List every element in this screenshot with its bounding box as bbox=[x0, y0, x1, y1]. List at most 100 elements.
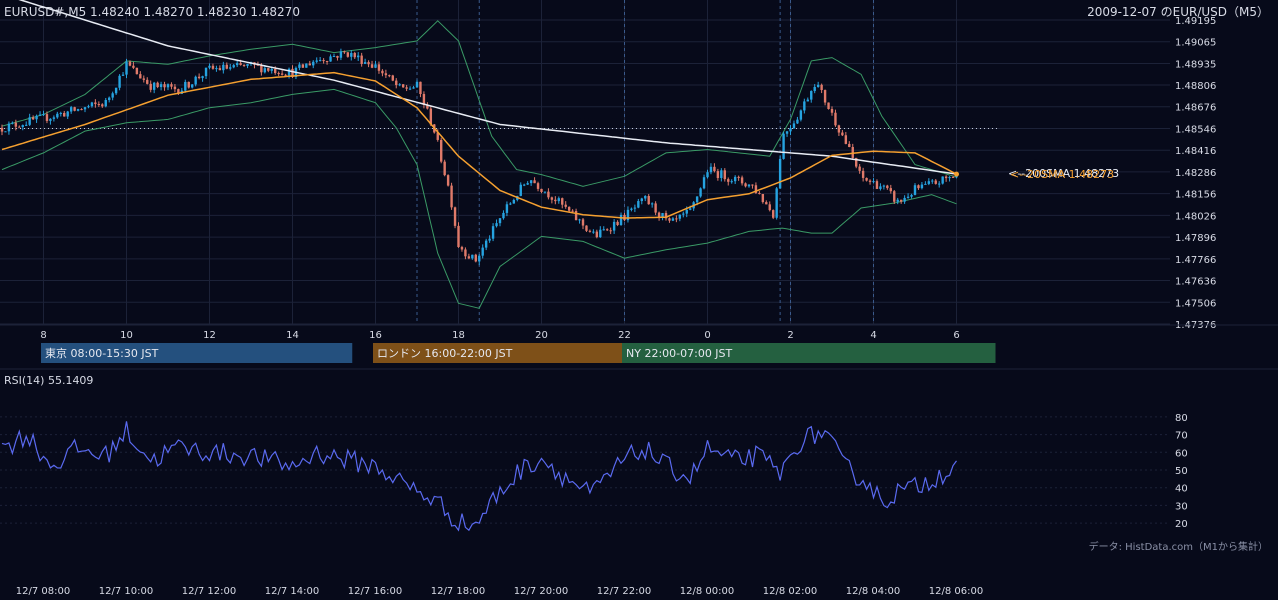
candle-up bbox=[948, 177, 951, 179]
candle-down bbox=[63, 112, 66, 117]
candle-down bbox=[944, 176, 948, 179]
time-tick-label: 12/7 12:00 bbox=[182, 586, 236, 597]
rsi-line bbox=[1, 421, 957, 532]
candle-up bbox=[709, 166, 713, 173]
candle-down bbox=[260, 65, 263, 73]
price-tick-label: 1.48156 bbox=[1175, 190, 1216, 201]
candle-down bbox=[177, 89, 180, 94]
candle-up bbox=[599, 229, 602, 238]
candle-down bbox=[405, 87, 408, 89]
candle-up bbox=[782, 133, 785, 159]
candle-down bbox=[723, 170, 726, 180]
candle-down bbox=[0, 127, 4, 132]
candle-up bbox=[512, 199, 516, 204]
candle-down bbox=[820, 84, 823, 91]
candle-down bbox=[277, 73, 280, 75]
candle-up bbox=[602, 229, 605, 231]
candle-up bbox=[87, 106, 90, 108]
candle-down bbox=[474, 254, 477, 262]
candle-up bbox=[882, 185, 886, 187]
candle-up bbox=[578, 219, 581, 221]
candle-down bbox=[716, 171, 720, 178]
candle-up bbox=[152, 82, 156, 90]
candle-down bbox=[664, 213, 668, 219]
candle-up bbox=[108, 97, 111, 101]
hour-tick-label: 0 bbox=[704, 330, 710, 341]
candle-up bbox=[7, 123, 11, 132]
candle-up bbox=[702, 177, 706, 189]
candle-up bbox=[484, 240, 488, 248]
candle-up bbox=[671, 218, 675, 221]
sma20-last-marker bbox=[954, 171, 959, 177]
candle-down bbox=[616, 221, 619, 225]
price-tick-label: 1.48806 bbox=[1175, 81, 1216, 92]
candle-up bbox=[191, 84, 194, 88]
price-tick-label: 1.47636 bbox=[1175, 277, 1216, 288]
candle-up bbox=[83, 107, 87, 110]
candle-up bbox=[789, 128, 792, 132]
candle-down bbox=[218, 68, 222, 71]
candle-up bbox=[661, 213, 664, 218]
candle-up bbox=[637, 201, 640, 208]
candle-up bbox=[28, 117, 31, 125]
candle-up bbox=[398, 84, 401, 86]
candle-up bbox=[357, 55, 360, 58]
time-tick-label: 12/7 14:00 bbox=[265, 586, 319, 597]
candle-up bbox=[630, 208, 633, 210]
time-tick-label: 12/8 02:00 bbox=[763, 586, 817, 597]
candle-up bbox=[785, 131, 789, 134]
candle-down bbox=[893, 191, 896, 202]
candle-up bbox=[184, 81, 187, 91]
price-tick-label: 1.48286 bbox=[1175, 168, 1216, 179]
candle-up bbox=[204, 67, 208, 77]
price-tick-label: 1.49065 bbox=[1175, 38, 1216, 49]
candle-up bbox=[488, 238, 491, 241]
candle-up bbox=[495, 223, 498, 227]
candle-up bbox=[519, 184, 522, 196]
candle-up bbox=[339, 51, 343, 58]
candle-up bbox=[305, 63, 308, 68]
bollinger-bands bbox=[1, 20, 957, 309]
candle-down bbox=[464, 249, 467, 257]
candle-down bbox=[274, 68, 277, 74]
candle-down bbox=[31, 117, 35, 120]
session-label: 東京 08:00-15:30 JST bbox=[45, 346, 159, 360]
hour-tick-label: 4 bbox=[870, 330, 876, 341]
rsi-series-line bbox=[1, 421, 957, 532]
session-block bbox=[622, 343, 996, 363]
candle-up bbox=[778, 158, 782, 189]
price-tick-label: 1.48676 bbox=[1175, 103, 1216, 114]
candle-up bbox=[312, 61, 315, 66]
candle-down bbox=[834, 112, 837, 126]
candle-up bbox=[49, 118, 52, 121]
candle-up bbox=[938, 183, 941, 185]
candle-up bbox=[557, 198, 560, 202]
candle-down bbox=[536, 183, 540, 189]
candle-up bbox=[810, 91, 813, 100]
candle-down bbox=[401, 84, 405, 88]
candle-up bbox=[924, 183, 927, 185]
candle-down bbox=[239, 63, 242, 65]
candle-down bbox=[571, 210, 574, 212]
candle-up bbox=[792, 123, 796, 129]
candle-up bbox=[650, 203, 654, 205]
candle-up bbox=[730, 181, 733, 183]
candle-down bbox=[419, 81, 422, 95]
candle-down bbox=[395, 80, 398, 86]
candle-down bbox=[187, 81, 190, 88]
candle-down bbox=[391, 75, 394, 81]
candle-down bbox=[574, 210, 578, 221]
candle-up bbox=[931, 180, 934, 182]
candle-down bbox=[128, 61, 132, 66]
candle-up bbox=[90, 102, 94, 107]
session-bar: 東京 08:00-15:30 JST ロンドン 16:00-22:00 JST NY… bbox=[41, 343, 996, 363]
sma200-line bbox=[18, 0, 957, 175]
hour-tick-label: 8 bbox=[40, 330, 46, 341]
candle-down bbox=[97, 104, 101, 106]
candle-up bbox=[543, 191, 547, 193]
candle-up bbox=[903, 197, 906, 202]
candle-up bbox=[229, 67, 232, 69]
hour-tick-label: 14 bbox=[286, 330, 299, 341]
session-label: ロンドン 16:00-22:00 JST bbox=[377, 347, 513, 360]
candle-up bbox=[505, 204, 509, 213]
